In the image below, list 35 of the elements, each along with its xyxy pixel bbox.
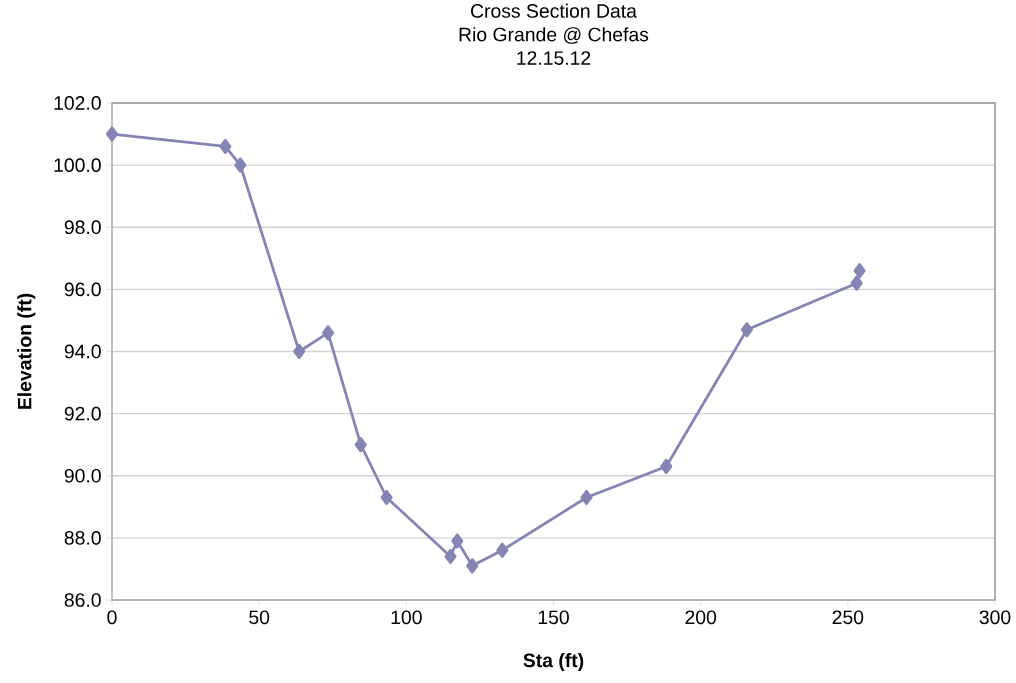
point <box>740 322 753 338</box>
y-tick-label: 94.0 <box>64 344 101 359</box>
point <box>451 533 464 549</box>
point <box>105 126 119 142</box>
point <box>234 157 247 173</box>
chart-title: Cross Section Data Rio Grande @ Chefas 12.15.12 <box>459 3 649 65</box>
y-tick-label: 96.0 <box>64 282 101 297</box>
x-axis-title: Sta (ft) <box>523 653 584 672</box>
point <box>660 458 673 475</box>
x-tick-label: 100 <box>391 610 422 625</box>
x-tick-label: 150 <box>538 610 569 625</box>
x-tick-label: 300 <box>979 610 1011 625</box>
x-tick-label: 250 <box>832 610 864 625</box>
y-tick-label: 86.0 <box>64 593 101 607</box>
y-tick-label: 90.0 <box>64 468 101 483</box>
y-axis-title: Elevation (ft) <box>17 293 36 409</box>
point <box>444 548 457 565</box>
point <box>293 343 306 360</box>
point <box>466 558 479 574</box>
point <box>321 325 335 341</box>
x-tick-label: 200 <box>685 610 717 625</box>
point <box>354 437 367 453</box>
y-tick-label: 92.0 <box>64 406 101 421</box>
point <box>380 489 393 506</box>
x-tick-label: 50 <box>249 610 270 625</box>
point <box>496 542 509 558</box>
y-tick-label: 88.0 <box>64 531 101 545</box>
y-tick-label: 100.0 <box>54 158 101 172</box>
point <box>850 275 863 291</box>
point <box>853 263 866 279</box>
x-tick-label: 0 <box>107 610 117 625</box>
y-tick-label: 98.0 <box>64 220 101 235</box>
point <box>219 138 232 155</box>
y-tick-label: 102.0 <box>54 96 101 110</box>
point <box>580 489 593 506</box>
